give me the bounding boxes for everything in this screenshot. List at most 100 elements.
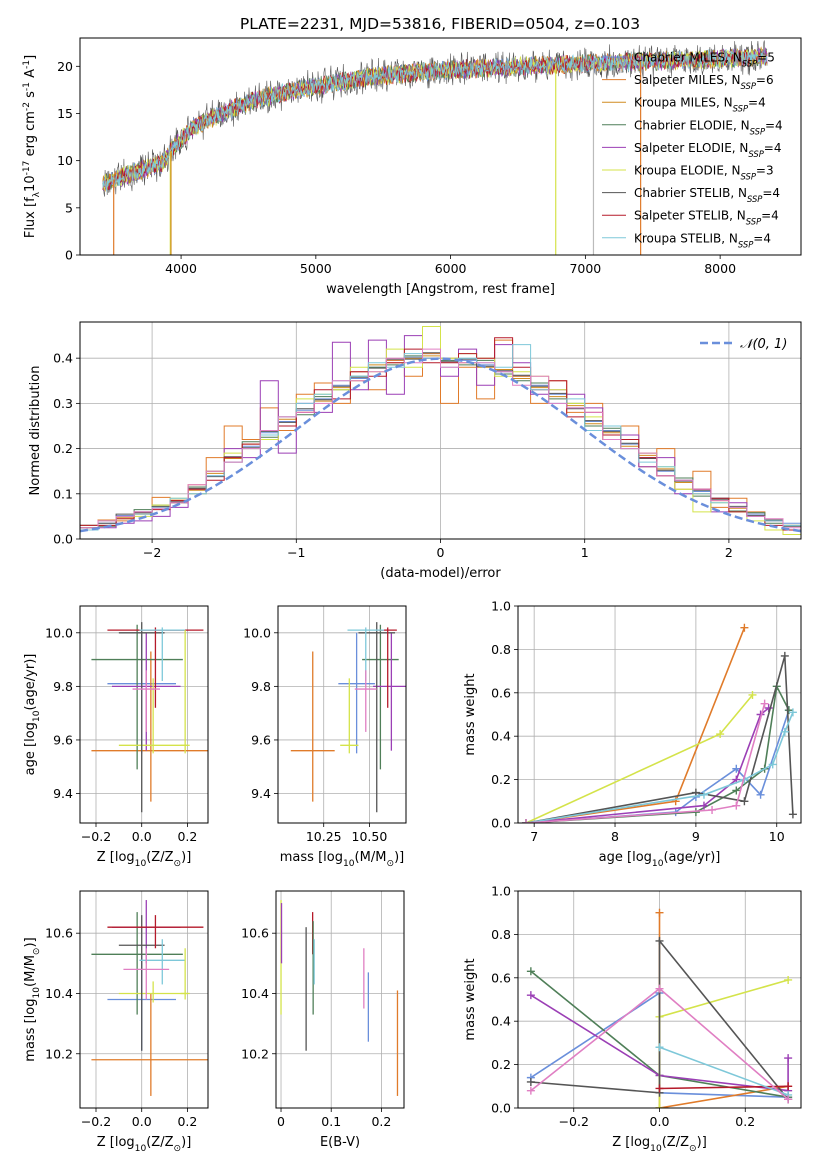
weight-series-marker: [716, 730, 725, 739]
weight-series-marker: [655, 1043, 664, 1052]
weight-series-marker: [655, 984, 664, 993]
weight-series-marker: [526, 1077, 535, 1086]
weight-series-marker: [691, 808, 700, 817]
weight-vs-age-ytick-label: 0.2: [491, 772, 511, 787]
weight-vs-Z-xtick-label: 0.0: [650, 1114, 670, 1129]
residuals-ytick-label: 0.3: [53, 396, 73, 411]
weight-vs-age-xtick-label: 10: [769, 829, 785, 844]
weight-series-marker: [784, 1082, 793, 1091]
spectrum-xtick-label: 5000: [300, 261, 332, 276]
weight-vs-age-ylabel: mass weight: [463, 673, 478, 755]
weight-series-marker: [655, 1084, 664, 1093]
weight-series-marker: [526, 1086, 535, 1095]
residuals-ytick-label: 0.4: [53, 351, 73, 366]
weight-vs-Z-frame: [517, 890, 802, 1109]
mass-vs-Z-ytick-label: 10.2: [45, 1046, 73, 1061]
weight-vs-Z-xlabel: Z [log10(Z/Z⊙)]: [612, 1135, 707, 1154]
residuals-axes: −2 −1 0 1 2 0.0 0.1 0.2 0.3 0.4 (data-model)/error…: [28, 321, 802, 581]
weight-series-marker: [522, 819, 531, 823]
weight-series-marker: [699, 790, 708, 799]
weight-series-marker: [780, 727, 789, 736]
mass-vs-Z-frame: [79, 890, 209, 1109]
weight-series-marker: [732, 786, 741, 795]
residuals-xtick-label: −1: [287, 545, 305, 560]
weight-series-marker: [760, 699, 769, 708]
weight-vs-age-ytick-label: 1.0: [491, 599, 511, 614]
legend-label: Kroupa MILES, NSSP=4: [634, 96, 766, 114]
mass-vs-Z-xtick-label: −0.2: [81, 1114, 111, 1129]
weight-vs-age-xtick-label: 8: [611, 829, 619, 844]
mass-vs-Z-xtick-label: 0.2: [177, 1114, 197, 1129]
weight-series-marker: [699, 801, 708, 810]
weight-vs-Z-ytick-label: 0.2: [491, 1057, 511, 1072]
weight-vs-age-ytick-label: 0.0: [491, 816, 511, 831]
spectrum-ytick-label: 20: [57, 59, 73, 74]
mass-vs-ebv-frame: [275, 890, 405, 1109]
weight-series-marker: [732, 764, 741, 773]
mass-vs-Z-xlabel: Z [log10(Z/Z⊙)]: [97, 1135, 192, 1154]
spectrum-ytick-label: 0: [65, 248, 73, 263]
histogram-series: [80, 348, 801, 539]
weight-series-marker: [756, 790, 765, 799]
age-vs-Z-axes: −0.2 0.0 0.2 9.4 9.6 9.8 10.0 Z [log10(Z/Z⊙)] ag…: [23, 605, 209, 869]
weight-vs-Z-plot-area: [526, 908, 793, 1108]
weight-series-marker: [748, 690, 757, 699]
mass-vs-Z-xtick-label: 0.0: [132, 1114, 152, 1129]
spectrum-ytick-label: 10: [57, 153, 73, 168]
weight-series-marker: [784, 1095, 793, 1104]
spectrum-axes: 4000 5000 6000 7000 8000 0 5 10 15 20 wavelength […: [22, 37, 802, 297]
mass-vs-Z-axes: −0.2 0.0 0.2 10.2 10.4 10.6 Z [log10(Z/Z⊙)] mas…: [23, 890, 209, 1154]
spectrum-plot-area: [102, 40, 768, 255]
residuals-xtick-label: 0: [437, 545, 445, 560]
age-vs-mass-frame: [277, 605, 407, 824]
weight-series-marker: [788, 708, 797, 717]
mass-vs-ebv-plot-area: [280, 900, 399, 1096]
weight-series-marker: [732, 801, 741, 810]
residuals-ytick-label: 0.0: [53, 532, 73, 547]
mass-vs-ebv-axes: 0 0.1 0.2 10.2 10.4 10.6 E(B-V): [241, 890, 405, 1150]
weight-series-line: [530, 994, 789, 1092]
weight-vs-Z-xtick-label: 0.2: [735, 1114, 755, 1129]
age-vs-Z-xlabel: Z [log10(Z/Z⊙)]: [97, 850, 192, 869]
weight-series-line: [525, 711, 794, 823]
weight-series-marker: [764, 703, 773, 712]
spectrum-frame: [79, 37, 802, 256]
spectrum-ylabel: Flux [fλ10-17 erg cm-2 s-1 A-1]: [22, 55, 42, 238]
age-vs-mass-ytick-label: 9.6: [251, 732, 271, 747]
spectrum-xtick-label: 8000: [704, 261, 736, 276]
residuals-xtick-label: −2: [143, 545, 161, 560]
spectrum-xtick-label: 6000: [435, 261, 467, 276]
weight-series-line: [526, 703, 766, 823]
legend-label: Salpeter MILES, NSSP=6: [634, 73, 774, 91]
normal-curve-legend-label: 𝒩(0, 1): [740, 337, 787, 352]
age-vs-Z-ytick-label: 9.6: [53, 732, 73, 747]
spectrum-ytick-label: 5: [65, 200, 73, 215]
weight-vs-age-xtick-label: 7: [530, 829, 538, 844]
age-vs-mass-xtick-label: 10.50: [352, 829, 388, 844]
weight-series-marker: [788, 810, 797, 819]
spectrum-xlabel: wavelength [Angstrom, rest frame]: [326, 282, 555, 297]
residuals-frame: [79, 321, 802, 540]
figure-title: PLATE=2231, MJD=53816, FIBERID=0504, z=0…: [240, 15, 640, 33]
mass-vs-ebv-ytick-label: 10.2: [241, 1046, 269, 1061]
weight-series-marker: [784, 1054, 793, 1063]
weight-vs-Z-ylabel: mass weight: [463, 958, 478, 1040]
weight-series-marker: [740, 797, 749, 806]
weight-vs-Z-ytick-label: 0.8: [491, 927, 511, 942]
mass-vs-ebv-ytick-label: 10.6: [241, 926, 269, 941]
spectrum-xtick-label: 4000: [165, 261, 197, 276]
weight-vs-age-xlabel: age [log10(age/yr)]: [599, 850, 721, 869]
mass-vs-ebv-xtick-label: 0.1: [321, 1114, 341, 1129]
residuals-plot-area: [80, 326, 801, 539]
age-vs-Z-ytick-label: 9.4: [53, 786, 73, 801]
legend-label: Kroupa ELODIE, NSSP=3: [634, 164, 774, 182]
age-vs-Z-plot-area: [91, 622, 208, 813]
age-vs-mass-ytick-label: 9.4: [251, 786, 271, 801]
age-vs-mass-axes: 10.25 10.50 9.4 9.6 9.8 10.0 mass [log10(M/M⊙)…: [243, 605, 407, 869]
weight-series-line: [659, 1046, 789, 1096]
age-vs-mass-xlabel: mass [log10(M/M⊙)]: [280, 850, 404, 869]
age-vs-Z-ylabel: age [log10(age/yr)]: [23, 654, 42, 776]
age-vs-Z-frame: [79, 605, 209, 824]
